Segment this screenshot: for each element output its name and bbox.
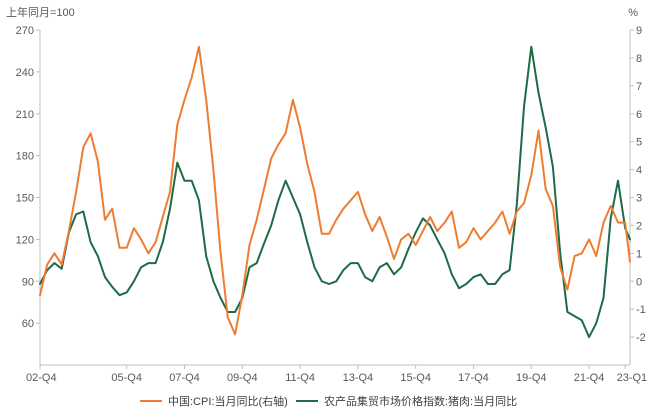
x-axis-ticks: 02-Q4 05-Q4 07-Q4 09-Q4 11-Q4 13-Q4 15-Q4 17-Q4…	[26, 365, 647, 384]
right-tick-label: 0	[636, 276, 642, 288]
x-tick-label: 13-Q4	[343, 372, 374, 384]
left-tick-label: 240	[16, 67, 34, 79]
x-tick-label: 15-Q4	[400, 372, 431, 384]
left-tick-label: 150	[16, 193, 34, 205]
right-tick-label: 8	[636, 53, 642, 65]
x-tick-label: 17-Q4	[458, 372, 489, 384]
right-tick-label: 2	[636, 220, 642, 232]
legend-label-cpi: 中国:CPI:当月同比(右轴)	[168, 394, 288, 408]
x-tick-label: 11-Q4	[285, 372, 315, 384]
right-tick-label: 3	[636, 193, 642, 205]
x-tick-label: 19-Q4	[516, 372, 547, 384]
x-tick-label: 05-Q4	[111, 372, 142, 384]
x-tick-label: 07-Q4	[169, 372, 200, 384]
right-axis-ticks: -2 -1 0 1 2 3 4 5 6 7 8 9	[630, 25, 646, 344]
right-tick-label: -2	[636, 332, 646, 344]
right-axis-unit: %	[628, 7, 638, 19]
left-axis-unit: 上年同月=100	[6, 5, 75, 19]
right-tick-label: -1	[636, 304, 646, 316]
x-tick-label: 23-Q1	[617, 372, 648, 384]
left-tick-label: 210	[16, 109, 34, 121]
right-tick-label: 5	[636, 137, 642, 149]
x-tick-label: 09-Q4	[227, 372, 258, 384]
pork-series-line	[39, 45, 631, 339]
left-axis-ticks: 60 90 120 150 180 210 240 270	[16, 25, 40, 330]
cpi-series-line	[39, 45, 631, 336]
left-tick-label: 120	[16, 234, 34, 246]
right-tick-label: 9	[636, 25, 642, 37]
left-tick-label: 60	[22, 318, 34, 330]
left-tick-label: 90	[22, 276, 34, 288]
left-tick-label: 270	[16, 25, 34, 37]
right-tick-label: 6	[636, 109, 642, 121]
legend: 中国:CPI:当月同比(右轴) 农产品集贸市场价格指数:猪肉:当月同比	[140, 394, 517, 408]
x-tick-label: 02-Q4	[26, 372, 57, 384]
axes	[39, 30, 631, 366]
x-tick-label: 21-Q4	[574, 372, 605, 384]
left-tick-label: 180	[16, 151, 34, 163]
right-tick-label: 4	[636, 165, 642, 177]
right-tick-label: 1	[636, 248, 642, 260]
series-layer	[39, 45, 631, 339]
legend-label-pork: 农产品集贸市场价格指数:猪肉:当月同比	[324, 394, 517, 408]
right-tick-label: 7	[636, 81, 642, 93]
